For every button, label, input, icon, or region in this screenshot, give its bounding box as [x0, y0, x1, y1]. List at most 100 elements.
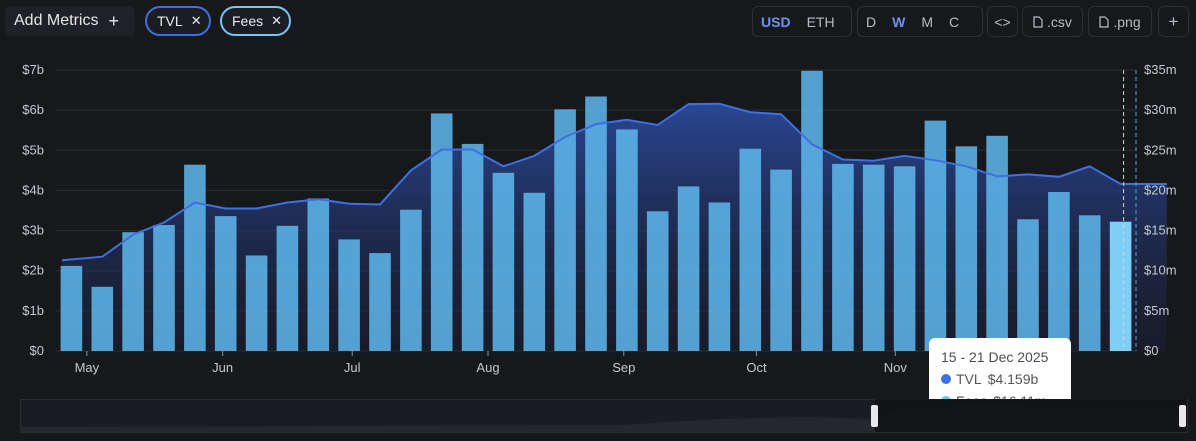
- tvl-line: [61, 102, 1167, 262]
- x-tick-label: Jun: [212, 360, 233, 375]
- fees-bar: [307, 198, 330, 351]
- fees-bar: [461, 143, 484, 351]
- period-toggle: D W M C: [857, 6, 983, 37]
- y-tick-label-right: $20m: [1144, 182, 1177, 197]
- tooltip-row-tvl: TVL $4.159b: [941, 371, 1059, 387]
- fees-bar: [801, 70, 823, 352]
- currency-usd-button[interactable]: USD: [761, 13, 791, 30]
- y-tick-label-right: $30m: [1144, 102, 1177, 117]
- more-button[interactable]: +: [1158, 6, 1189, 37]
- fees-bar: [91, 286, 114, 351]
- y-tick-label-right: $10m: [1144, 263, 1177, 278]
- currency-eth-button[interactable]: ETH: [806, 13, 835, 30]
- fees-bar: [708, 202, 731, 351]
- fees-bar: [677, 186, 700, 351]
- file-icon: [1099, 15, 1109, 28]
- y-tick-label-right: $15m: [1144, 223, 1177, 238]
- fees-bar: [338, 239, 360, 351]
- x-tick-label: Sep: [612, 360, 635, 375]
- y-tick-label-left: $7b: [22, 62, 44, 77]
- csv-label: .csv: [1047, 13, 1072, 30]
- fees-bar: [369, 253, 391, 351]
- metric-pill-label: TVL: [157, 13, 183, 29]
- tvl-area-fill: [62, 103, 1167, 351]
- add-metrics-label: Add Metrics: [14, 12, 99, 29]
- tvl-line-path: [61, 102, 1167, 262]
- tvl-dot: [941, 374, 951, 384]
- currency-toggle: USD ETH: [752, 6, 852, 37]
- close-icon[interactable]: ✕: [190, 13, 202, 28]
- fees-bar: [245, 255, 268, 351]
- download-png-button[interactable]: .png: [1088, 6, 1152, 37]
- fees-bars: [60, 70, 1132, 352]
- fees-bar: [585, 96, 607, 351]
- fees-bar: [60, 265, 83, 351]
- fees-bar: [1048, 192, 1070, 351]
- tooltip-tvl-label: TVL: [956, 371, 982, 387]
- y-tick-label-right: $0: [1144, 343, 1158, 358]
- period-monthly-button[interactable]: M: [921, 13, 934, 30]
- fees-bar: [924, 120, 947, 351]
- fees-bar: [739, 148, 762, 351]
- code-icon: <>: [994, 13, 1011, 30]
- x-tick-label: May: [75, 360, 100, 375]
- fees-bar: [1017, 219, 1039, 351]
- fees-bar: [832, 163, 854, 351]
- add-metrics-button[interactable]: Add Metrics +: [5, 6, 135, 36]
- metric-pill-tvl[interactable]: TVL ✕: [145, 6, 211, 36]
- brush-handle-left[interactable]: [871, 405, 878, 427]
- y-tick-label-right: $5m: [1144, 303, 1169, 318]
- y-tick-label-right: $25m: [1144, 142, 1177, 157]
- fees-bar: [1078, 215, 1101, 351]
- png-label: .png: [1113, 13, 1141, 30]
- y-tick-label-left: $2b: [22, 263, 44, 278]
- axes: $0 $1b $2b $3b $4b $5b $6b $7b $0 $5m $10m $15m $20m…: [22, 62, 1176, 375]
- x-tick-label: Nov: [884, 360, 908, 375]
- fees-bar: [523, 192, 546, 351]
- brush-selection: [875, 399, 1187, 432]
- tooltip-tvl-value: $4.159b: [987, 371, 1039, 387]
- period-cumulative-button[interactable]: C: [949, 13, 960, 30]
- fees-bar: [214, 216, 237, 351]
- fees-bar: [770, 169, 792, 351]
- fees-bar: [986, 135, 1008, 351]
- period-daily-button[interactable]: D: [866, 13, 877, 30]
- fees-bar: [122, 232, 144, 351]
- plus-icon: +: [1168, 11, 1179, 31]
- y-tick-label-left: $0: [30, 343, 44, 358]
- y-tick-label-left: $5b: [22, 142, 44, 157]
- file-icon: [1033, 15, 1043, 28]
- fees-bar: [862, 164, 885, 351]
- x-tick-label: Jul: [344, 360, 361, 375]
- y-tick-label-left: $3b: [22, 223, 44, 238]
- plus-icon: +: [108, 10, 119, 31]
- fees-bar: [955, 146, 978, 351]
- chart[interactable]: $0 $1b $2b $3b $4b $5b $6b $7b $0 $5m $10m $15m $20m…: [0, 44, 1196, 399]
- fees-bar: [554, 109, 576, 351]
- x-tick-label: Aug: [476, 360, 499, 375]
- tvl-area: [62, 103, 1167, 351]
- metric-pill-label: Fees: [232, 13, 264, 29]
- period-weekly-button[interactable]: W: [892, 13, 906, 30]
- fees-bar: [153, 225, 175, 351]
- fees-bar: [400, 209, 422, 351]
- y-tick-label-left: $1b: [22, 303, 44, 318]
- metric-pill-fees[interactable]: Fees ✕: [220, 6, 291, 36]
- fees-bar: [430, 113, 453, 352]
- embed-button[interactable]: <>: [987, 6, 1018, 37]
- fees-bar: [616, 129, 638, 351]
- range-brush[interactable]: [20, 399, 1188, 433]
- fees-bar: [1109, 221, 1132, 351]
- fees-bar: [492, 172, 515, 351]
- download-csv-button[interactable]: .csv: [1022, 6, 1083, 37]
- close-icon[interactable]: ✕: [271, 13, 283, 28]
- fees-bar: [646, 211, 669, 351]
- toolbar: Add Metrics + TVL ✕ Fees ✕ USD ETH D W M…: [0, 0, 1196, 44]
- fees-bar: [893, 166, 916, 351]
- fees-bar: [276, 225, 299, 351]
- fees-bar: [184, 164, 206, 351]
- y-tick-label-left: $6b: [22, 102, 44, 117]
- x-tick-label: Oct: [746, 360, 767, 375]
- y-tick-label-right: $35m: [1144, 62, 1177, 77]
- brush-handle-right[interactable]: [1179, 405, 1186, 427]
